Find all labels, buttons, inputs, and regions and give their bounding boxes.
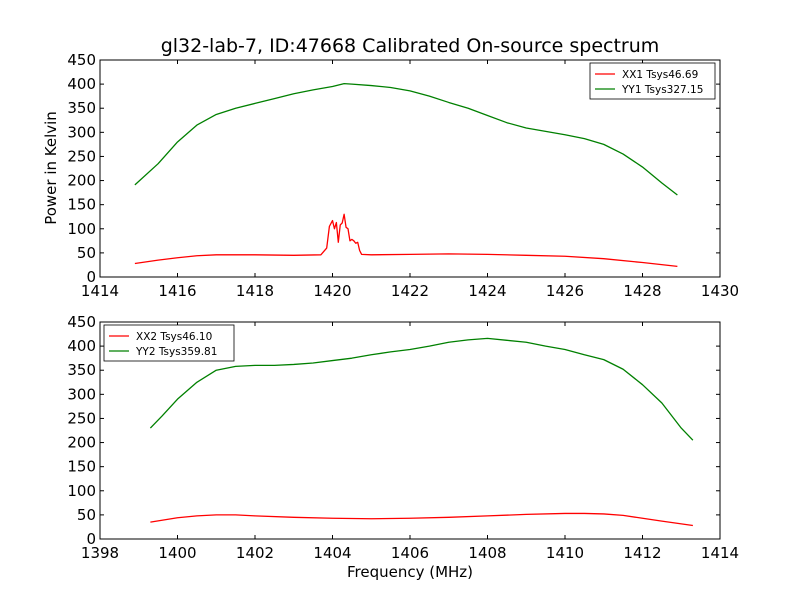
y-tick-label: 0 — [86, 530, 96, 548]
y-tick-label: 100 — [67, 220, 96, 238]
y-tick-label: 50 — [77, 244, 96, 262]
x-tick-label: 1424 — [468, 282, 506, 300]
x-tick-label: 1426 — [546, 282, 584, 300]
x-tick-label: 1422 — [391, 282, 429, 300]
legend-entry: XX1 Tsys46.69 — [622, 69, 698, 81]
series-line-yy2 — [149, 337, 694, 441]
y-tick-label: 450 — [67, 51, 96, 69]
x-tick-label: 1402 — [236, 544, 274, 562]
series-line-xx1 — [134, 213, 678, 268]
x-tick-label: 1412 — [623, 544, 661, 562]
x-tick-label: 1414 — [81, 282, 119, 300]
bottom-panel: 0 50 100 150 200 250 300 350 400 450 1398 1400 1402 1… — [67, 313, 739, 562]
x-tick-label: 1408 — [468, 544, 506, 562]
x-tick-label: 1406 — [391, 544, 429, 562]
x-tick-label: 1410 — [546, 544, 584, 562]
x-tick-label: 1416 — [158, 282, 196, 300]
x-tick-label: 1400 — [158, 544, 196, 562]
legend-entry: YY1 Tsys327.15 — [621, 84, 703, 96]
x-tick-label: 1420 — [313, 282, 351, 300]
y-tick-label: 400 — [67, 75, 96, 93]
x-tick-label: 1428 — [623, 282, 661, 300]
x-tick-label: 1430 — [701, 282, 739, 300]
chart-title: gl32-lab-7, ID:47668 Calibrated On-sourc… — [161, 35, 660, 57]
legend-entry: YY2 Tsys359.81 — [135, 346, 217, 358]
y-tick-label: 0 — [86, 268, 96, 286]
y-axis-label: Power in Kelvin — [42, 111, 60, 225]
legend-entry: XX2 Tsys46.10 — [136, 331, 212, 343]
top-panel: 0 50 100 150 200 250 300 350 400 450 1414 1416 1418 1… — [67, 51, 739, 300]
legend: XX1 Tsys46.69 YY1 Tsys327.15 — [589, 62, 716, 100]
y-tick-label: 350 — [67, 99, 96, 117]
y-tick-label: 400 — [67, 337, 96, 355]
x-tick-label: 1418 — [236, 282, 274, 300]
series-line-xx2 — [150, 512, 693, 527]
y-tick-label: 250 — [67, 409, 96, 427]
y-tick-label: 150 — [67, 458, 96, 476]
y-tick-label: 300 — [67, 385, 96, 403]
x-tick-label: 1398 — [81, 544, 119, 562]
series-line-yy1 — [134, 82, 678, 196]
legend-box — [589, 62, 716, 100]
y-tick-label: 350 — [67, 361, 96, 379]
x-tick-label: 1404 — [313, 544, 351, 562]
x-axis-label: Frequency (MHz) — [347, 563, 473, 581]
legend-box — [103, 324, 235, 362]
y-tick-label: 100 — [67, 482, 96, 500]
y-tick-label: 50 — [77, 506, 96, 524]
x-tick-label: 1414 — [701, 544, 739, 562]
y-tick-label: 200 — [67, 172, 96, 190]
legend: XX2 Tsys46.10 YY2 Tsys359.81 — [103, 324, 235, 362]
y-tick-label: 200 — [67, 434, 96, 452]
y-tick-label: 250 — [67, 147, 96, 165]
y-tick-label: 450 — [67, 313, 96, 331]
y-tick-label: 150 — [67, 196, 96, 214]
y-tick-label: 300 — [67, 123, 96, 141]
